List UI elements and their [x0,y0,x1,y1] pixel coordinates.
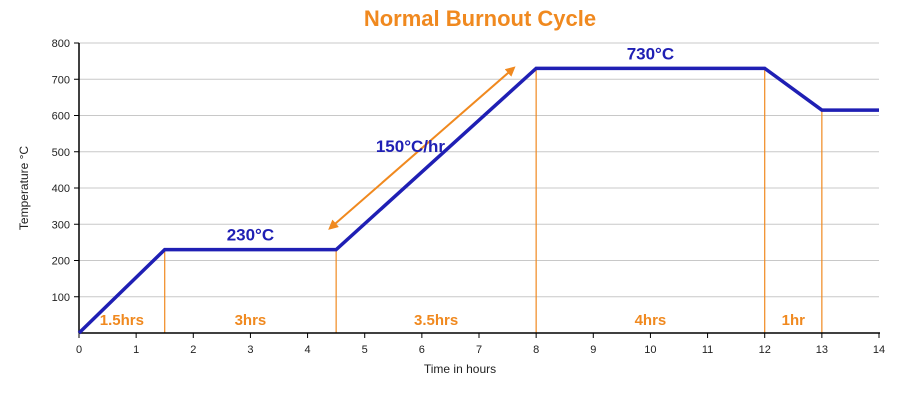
phase-label-1: 3hrs [235,312,267,329]
x-tick-label-4: 4 [305,344,311,356]
rate-arrow-line [328,66,516,230]
x-tick-label-11: 11 [702,344,713,356]
chart-title: Normal Burnout Cycle [364,6,596,31]
x-tick-label-13: 13 [816,344,828,356]
y-tick-label-300: 300 [52,219,70,231]
series [77,66,879,335]
phase-label-4: 1hr [782,312,806,329]
x-tick-label-6: 6 [419,344,425,356]
x-tick-label-14: 14 [873,344,885,356]
x-axis-title: Time in hours [424,362,496,376]
x-tick-label-7: 7 [476,344,482,356]
x-tick-label-10: 10 [644,344,656,356]
x-tick-label-2: 2 [190,344,196,356]
x-tick-label-8: 8 [533,344,539,356]
annotation-0: 230°C [227,226,274,245]
y-tick-label-500: 500 [52,147,70,159]
y-tick-label-800: 800 [52,38,70,50]
y-tick-label-100: 100 [52,292,70,304]
grid [79,42,879,298]
x-tick-label-3: 3 [247,344,253,356]
ticks: 0 1 2 3 4 5 6 7 8 9 10 11 12 13 1410020030040050060070… [52,38,885,356]
phase-label-3: 4hrs [635,312,667,329]
x-tick-label-9: 9 [590,344,596,356]
y-tick-label-400: 400 [52,183,70,195]
rate-arrow [328,66,516,230]
x-tick-label-1: 1 [133,344,139,356]
annotation-2: 150°C/hr [376,137,446,156]
x-tick-label-12: 12 [759,344,771,356]
x-tick-label-0: 0 [76,344,82,356]
x-tick-label-5: 5 [362,344,368,356]
phase-label-0: 1.5hrs [100,312,144,329]
phase-markers [164,68,823,333]
y-tick-label-200: 200 [52,256,70,268]
y-tick-label-600: 600 [52,111,70,123]
y-tick-label-700: 700 [52,74,70,86]
series-line-0 [77,66,879,335]
y-axis-title: Temperature °C [17,146,31,230]
labels: 230°C 730°C 150°C/hr 1.5hrs 3hrs 3.5hrs 4hrs 1h… [100,44,805,329]
annotation-1: 730°C [627,44,674,63]
phase-label-2: 3.5hrs [414,312,458,329]
